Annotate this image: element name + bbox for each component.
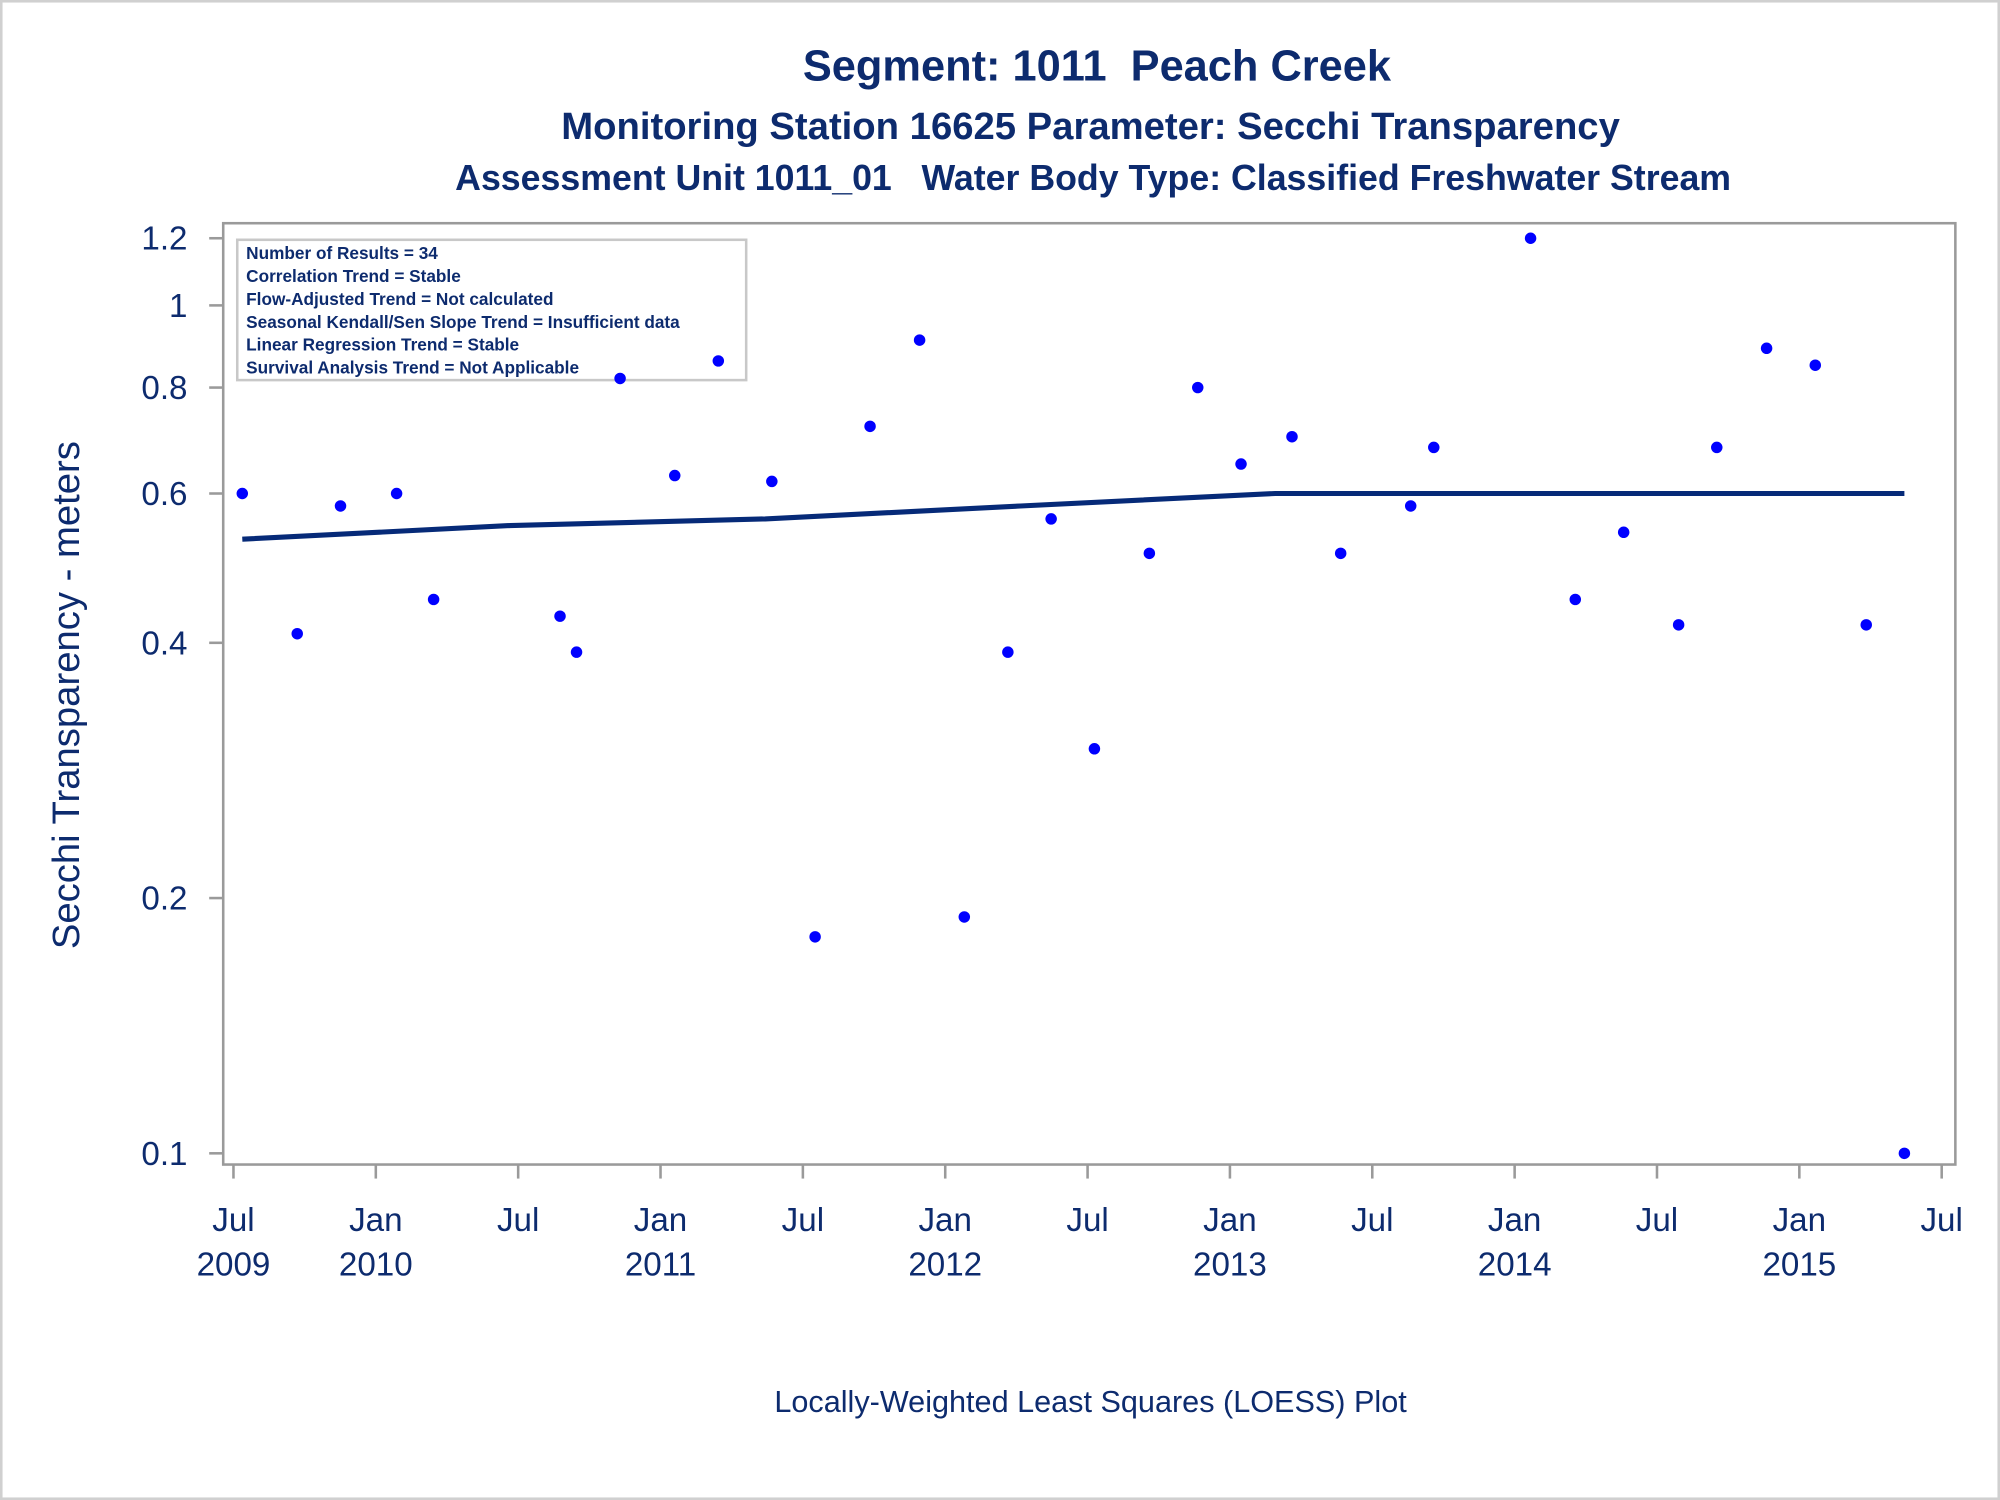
x-tick-label: Jan 2010 [339,1202,413,1284]
y-tick-label: 0.6 [141,476,187,513]
y-tick-label: 0.2 [141,881,187,918]
x-tick-label: Jan 2012 [908,1202,982,1284]
data-point [1898,1147,1911,1160]
data-point [614,372,626,385]
data-point [1002,646,1014,658]
data-point [712,355,725,367]
data-point [390,487,403,500]
x-tick-label: Jul [1636,1202,1678,1239]
y-tick-label: 1.2 [141,221,187,258]
chart-title: Segment: 1011 Peach Creek [803,42,1392,90]
data-point [809,931,821,943]
y-tick-label: 0.1 [141,1136,187,1173]
annotation: Correlation Trend = Stable [246,266,461,286]
data-point [1143,547,1156,560]
data-point [1711,441,1723,454]
annotation: Seasonal Kendall/Sen Slope Trend = Insuf… [246,312,680,332]
data-point [1334,547,1347,560]
annotation: Number of Results = 34 [246,243,438,263]
data-point [1235,458,1247,470]
data-point [1404,500,1417,512]
data-point [1672,619,1685,631]
data-point [1286,430,1298,443]
data-point [669,469,681,482]
data-point [1860,619,1872,631]
data-point [766,475,778,488]
data-point [291,627,303,640]
x-tick-label: Jul 2009 [197,1202,271,1284]
data-point [913,334,926,346]
data-point [1524,232,1537,244]
data-point [1045,513,1057,525]
loess-line [242,490,1905,542]
data-point [1809,359,1822,371]
annotation: Flow-Adjusted Trend = Not calculated [246,289,553,309]
footnote: Locally-Weighted Least Squares (LOESS) P… [774,1385,1407,1419]
data-point [1088,743,1101,755]
x-tick-label: Jan 2011 [625,1202,696,1284]
chart-subtitle: Monitoring Station 16625 Parameter: Secc… [561,105,1620,148]
data-point [958,911,971,923]
data-point [1428,441,1440,454]
plot-frame [221,221,1957,1166]
x-tick-label: Jul [1351,1202,1393,1239]
x-tick-label: Jan 2015 [1762,1202,1836,1284]
x-tick-label: Jul [1066,1202,1108,1239]
data-point [864,420,876,433]
x-tick-label: Jul [1920,1202,1962,1239]
annotation: Survival Analysis Trend = Not Applicable [246,358,579,378]
data-point [1617,526,1630,539]
data-point [427,593,440,606]
data-point [1569,593,1582,606]
data-point [334,500,347,512]
x-tick-label: Jan 2014 [1478,1202,1552,1284]
chart-subtitle: Assessment Unit 1011_01 Water Body Type:… [455,158,1731,198]
x-tick-label: Jan 2013 [1193,1202,1267,1284]
data-point [1192,381,1204,394]
x-tick-label: Jul [782,1202,824,1239]
annotation: Linear Regression Trend = Stable [246,335,519,355]
annotation-box [235,238,748,382]
data-point [554,610,566,622]
y-tick-label: 0.4 [141,625,187,662]
y-tick-label: 1 [169,288,187,325]
y-tick-label: 0.8 [141,370,187,407]
x-tick-label: Jul [497,1202,539,1239]
data-point [236,487,249,500]
y-axis-label: Secchi Transparency - meters [45,441,88,949]
data-point [570,646,583,658]
data-point [1760,342,1773,355]
